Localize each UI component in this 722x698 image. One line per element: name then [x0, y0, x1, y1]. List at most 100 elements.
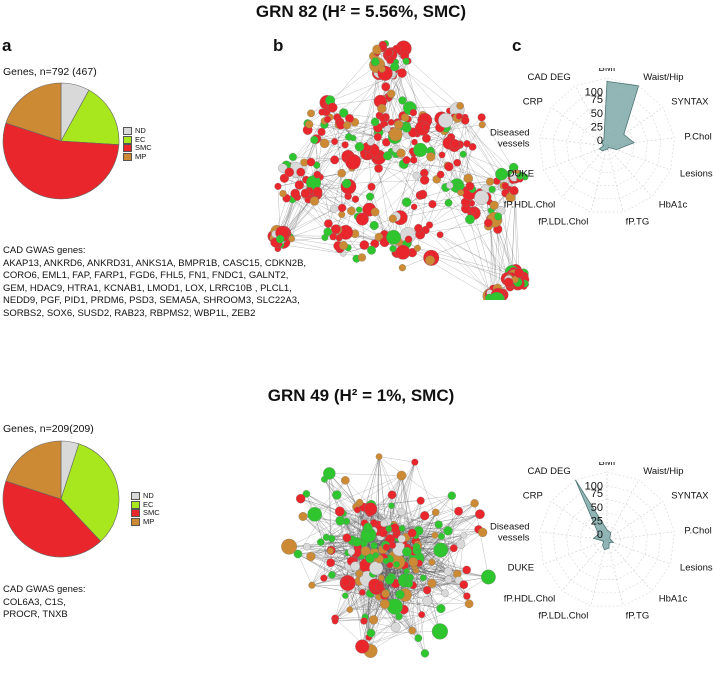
radar-axis-label: fP.TG [626, 611, 650, 622]
network-node [319, 138, 330, 149]
network-node [407, 528, 417, 538]
network-edge [378, 580, 459, 598]
network-node [307, 507, 322, 522]
radar-spoke [561, 145, 608, 198]
network-node [389, 541, 397, 549]
network-node [444, 199, 453, 207]
radar-spoke [606, 539, 653, 592]
network-node [350, 561, 361, 572]
network-node [374, 164, 383, 173]
network-node [468, 143, 477, 151]
network-node [339, 241, 348, 250]
network-edge [395, 179, 437, 217]
radar-tick-label: 0 [597, 135, 603, 147]
gwas-line: PROCR, TNXB [3, 609, 68, 621]
network-node [410, 203, 418, 211]
figure-title-grn49: GRN 49 (H² = 1%, SMC) [267, 386, 455, 405]
network-node [478, 527, 488, 538]
network-node [387, 89, 396, 98]
network-node [375, 453, 383, 460]
legend-item-ec: EC [131, 500, 160, 510]
network-node [341, 141, 349, 149]
network-node [323, 467, 336, 480]
network-node [438, 151, 446, 159]
panel-label-b: b [273, 36, 284, 55]
radar-tick-label: 0 [597, 529, 603, 541]
network-node [354, 506, 361, 514]
network-edge [402, 513, 480, 529]
radar-spoke [606, 145, 671, 171]
network-edge [378, 456, 479, 530]
network-node [426, 152, 436, 162]
pie-chart-grn82 [2, 82, 120, 200]
network-edge [370, 576, 489, 652]
network-node [400, 113, 410, 122]
network-node [465, 214, 475, 225]
network-node [408, 626, 417, 635]
network-node [365, 553, 375, 564]
network-node [388, 127, 403, 142]
network-edge [391, 505, 458, 575]
network-node [396, 148, 406, 158]
network-edge [337, 117, 343, 208]
radar-tick-label: 25 [591, 515, 603, 527]
network-edge [368, 500, 421, 506]
network-node [382, 138, 391, 147]
network-edge [401, 538, 467, 571]
network-edge [349, 593, 371, 610]
network-node [431, 623, 448, 640]
radar-spoke [606, 539, 671, 565]
network-node [459, 580, 469, 590]
legend-grn49: ND EC SMC MP [131, 491, 160, 526]
network-node [420, 574, 427, 582]
network-node [296, 493, 306, 504]
network-node [470, 499, 479, 508]
network-node [385, 525, 392, 532]
radar-spoke [606, 137, 675, 147]
gwas-line: COL6A3, C1S, [3, 596, 66, 608]
network-node [326, 558, 336, 568]
network-node [402, 57, 410, 65]
network-node [341, 577, 351, 587]
network-node [296, 167, 306, 177]
pie-chart-grn49 [2, 440, 120, 558]
network-node [386, 56, 395, 64]
network-edge [440, 219, 471, 235]
network-node [489, 200, 499, 210]
network-edge [390, 52, 449, 120]
radar-axis-label: DUKE [508, 169, 534, 180]
network-node [386, 598, 403, 615]
network-node [412, 543, 421, 551]
network-node [395, 244, 411, 260]
radar-tick-label: 75 [591, 488, 603, 500]
network-edge [412, 151, 514, 283]
network-node [372, 552, 379, 559]
network-node [398, 96, 407, 105]
legend-label-ec: EC [135, 134, 146, 144]
radar-tick-label: 50 [591, 502, 603, 514]
network-node [450, 139, 460, 149]
network-node [355, 206, 363, 213]
network-graph-grn82 [267, 40, 530, 300]
network-node [436, 604, 446, 614]
radar-tick-label: 25 [591, 121, 603, 133]
network-node [377, 103, 387, 114]
radar-tick-label: 100 [585, 87, 603, 99]
network-node [404, 235, 413, 244]
network-edge [311, 538, 332, 586]
network-node [397, 507, 406, 516]
network-node [294, 180, 304, 190]
network-node [438, 112, 454, 128]
network-node [349, 134, 357, 142]
network-edge [489, 181, 520, 274]
network-node [417, 189, 428, 200]
pie-slices [2, 82, 120, 200]
network-node [443, 567, 453, 576]
legend-label-smc: SMC [143, 508, 160, 517]
network-node [310, 135, 319, 144]
pie-slice-smc [2, 480, 102, 558]
network-edge [413, 585, 470, 604]
network-node [388, 502, 395, 509]
